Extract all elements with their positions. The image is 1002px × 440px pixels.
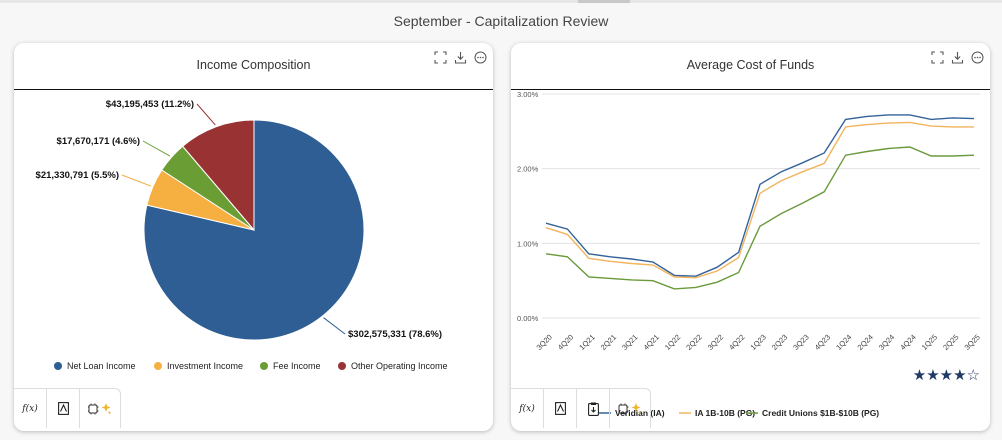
x-tick-label: 4Q24 [898,333,917,352]
y-tick-label: 3.00% [517,90,539,99]
expand-icon[interactable] [931,51,944,64]
pie-leader-line [323,317,346,335]
legend-label[interactable]: Investment Income [167,361,243,371]
x-tick-label: 3Q20 [535,333,554,352]
x-tick-label: 3Q23 [791,333,810,352]
series-line-1[interactable] [545,114,975,277]
function-icon: f(x) [519,403,535,414]
x-tick-label: 4Q23 [813,333,832,352]
x-tick-label: 1Q24 [834,333,853,352]
x-tick-label: 2Q23 [770,333,789,352]
document-button[interactable] [47,389,80,428]
x-tick-label: 3Q24 [877,333,896,352]
page-title: September - Capitalization Review [393,13,609,29]
x-tick-label: 3Q25 [963,333,982,352]
y-tick-label: 0.00% [517,314,539,323]
series-line-3[interactable] [545,146,975,290]
x-tick-label: 3Q21 [620,333,639,352]
average-cost-of-funds-card: Average Cost of Funds 0.00% 1.00% 2.00% 3.0… [511,43,990,431]
legend-marker [54,362,62,370]
legend-label[interactable]: Credit Unions $1B-$10B (PG) [762,408,879,418]
legend-label[interactable]: Net Loan Income [67,361,136,371]
function-button[interactable]: f(x) [511,389,544,428]
document-icon [57,402,69,415]
pie-data-label: $21,330,791 (5.5%) [36,170,119,181]
legend-label[interactable]: Other Operating Income [351,361,448,371]
function-icon: f(x) [22,403,38,414]
clipboard-button[interactable] [577,389,610,428]
more-options-icon[interactable] [971,51,984,64]
header-divider [511,89,990,90]
card-toolbar [931,51,984,64]
rating-stars[interactable]: ★★★★☆ [912,367,980,384]
series-line-2[interactable] [545,121,974,279]
card-action-bar: f(x) [14,388,121,428]
x-tick-label: 2Q25 [941,333,960,352]
legend-label[interactable]: Fee Income [273,361,321,371]
card-title: Average Cost of Funds [686,58,815,72]
top-border [0,0,1002,3]
pie-leader-line [142,140,171,157]
document-icon [554,402,566,415]
card-action-bar: f(x) [511,388,651,428]
income-pie-chart: $302,575,331 (78.6%) $21,330,791 (5.5%) $1… [36,99,448,371]
card-toolbar [434,51,487,64]
x-tick-label: 4Q21 [642,333,661,352]
cost-of-funds-line-chart: 0.00%1.00%2.00%3.00% 3Q20 4Q20 1Q21 2Q21 3Q2… [517,90,982,418]
x-tick-label: 1Q25 [920,333,939,352]
x-tick-label: 2Q24 [856,333,875,352]
pie-leader-line [121,174,152,187]
more-options-icon[interactable] [474,51,487,64]
card-title: Income Composition [196,58,311,72]
legend-marker [154,362,162,370]
legend-marker [260,362,268,370]
clipboard-icon [587,402,599,416]
pie-leader-line [196,103,216,126]
y-tick-label: 1.00% [517,239,539,248]
income-composition-card: Income Composition $302,575,331 (78.6%) $… [14,43,493,431]
x-tick-label: 2Q22 [684,333,703,352]
ai-sparkle-icon [88,402,112,415]
pie-data-label: $302,575,331 (78.6%) [348,329,442,340]
download-icon[interactable] [951,51,964,64]
x-tick-label: 4Q22 [727,333,746,352]
legend-marker [338,362,346,370]
function-button[interactable]: f(x) [14,389,47,428]
document-button[interactable] [544,389,577,428]
ai-assistant-button[interactable] [80,389,120,428]
pie-data-label: $17,670,171 (4.6%) [57,136,140,147]
legend-label[interactable]: IA 1B-10B (PG) [695,408,755,418]
ai-sparkle-icon [618,402,642,415]
pie-slice-other-operating-income[interactable] [181,119,255,232]
expand-icon[interactable] [434,51,447,64]
x-tick-label: 1Q22 [663,333,682,352]
top-tab-indicator [578,0,630,3]
x-tick-label: 2Q21 [599,333,618,352]
pie-data-label: $43,195,453 (11.2%) [106,99,194,110]
ai-assistant-button[interactable] [610,389,650,428]
download-icon[interactable] [454,51,467,64]
y-tick-label: 2.00% [517,165,539,174]
header-divider [14,89,493,90]
x-tick-label: 1Q21 [577,333,596,352]
x-tick-label: 1Q23 [749,333,768,352]
x-tick-label: 3Q22 [706,333,725,352]
x-tick-label: 4Q20 [556,333,575,352]
